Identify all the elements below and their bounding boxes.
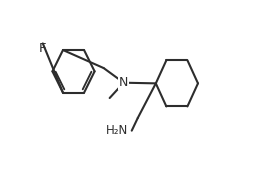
- Text: F: F: [39, 42, 47, 55]
- Text: H₂N: H₂N: [105, 124, 128, 137]
- Text: N: N: [119, 76, 128, 89]
